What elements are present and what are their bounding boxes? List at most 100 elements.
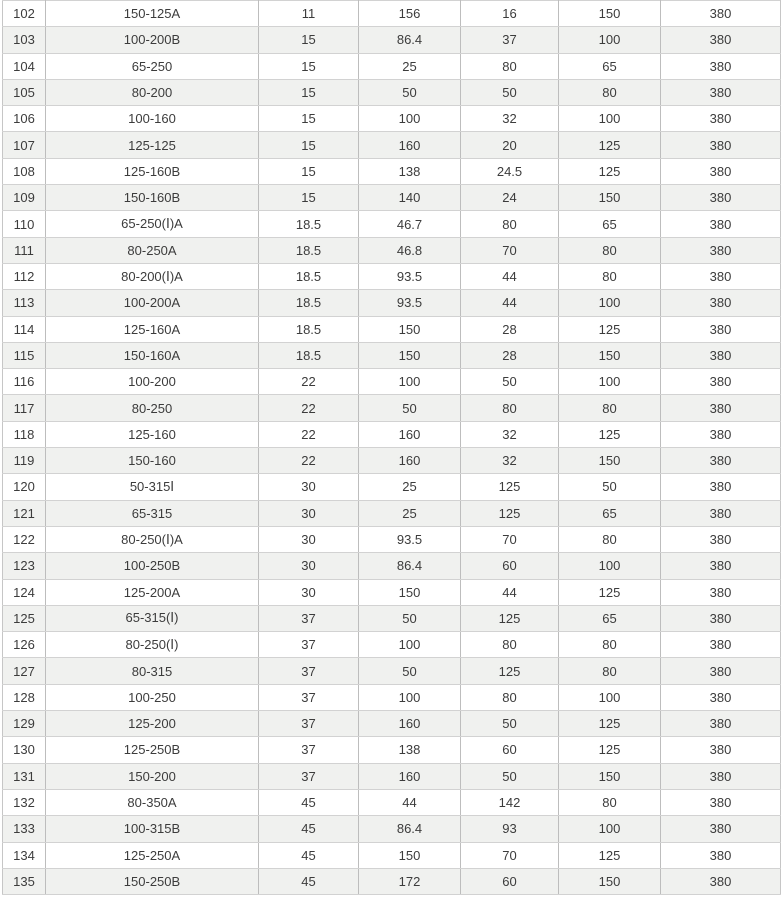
value-cell: 37 bbox=[258, 762, 359, 790]
value-cell: 380 bbox=[660, 841, 781, 869]
value-cell: 125 bbox=[558, 710, 661, 738]
row-number-cell: 112 bbox=[2, 262, 46, 291]
value-cell: 60 bbox=[460, 736, 559, 764]
value-cell: 140 bbox=[358, 184, 461, 212]
value-cell: 30 bbox=[258, 525, 359, 554]
row-number-cell: 133 bbox=[2, 815, 46, 843]
value-cell: 380 bbox=[660, 368, 781, 396]
model-cell: 65-250(Ⅰ)A bbox=[45, 210, 259, 238]
value-cell: 45 bbox=[258, 841, 359, 869]
value-cell: 150 bbox=[358, 578, 461, 606]
value-cell: 380 bbox=[660, 289, 781, 317]
model-cell: 100-315B bbox=[45, 815, 259, 843]
row-number-cell: 104 bbox=[2, 52, 46, 80]
value-cell: 37 bbox=[258, 657, 359, 685]
value-cell: 80 bbox=[460, 210, 559, 238]
value-cell: 150 bbox=[558, 341, 661, 370]
value-cell: 100 bbox=[558, 552, 661, 580]
value-cell: 160 bbox=[358, 447, 461, 475]
value-cell: 32 bbox=[460, 447, 559, 475]
table-row: 122 80-250(Ⅰ)A 30 93.5 70 80 380 bbox=[2, 525, 781, 554]
value-cell: 125 bbox=[460, 473, 559, 501]
value-cell: 100 bbox=[358, 631, 461, 659]
value-cell: 18.5 bbox=[258, 210, 359, 238]
model-cell: 125-250A bbox=[45, 841, 259, 869]
value-cell: 380 bbox=[660, 736, 781, 764]
model-cell: 65-315(Ⅰ) bbox=[45, 604, 259, 633]
value-cell: 125 bbox=[460, 657, 559, 685]
model-cell: 100-250B bbox=[45, 552, 259, 580]
value-cell: 380 bbox=[660, 394, 781, 422]
table-row: 110 65-250(Ⅰ)A 18.5 46.7 80 65 380 bbox=[2, 210, 781, 238]
value-cell: 172 bbox=[358, 867, 461, 896]
row-number-cell: 103 bbox=[2, 26, 46, 54]
value-cell: 100 bbox=[558, 368, 661, 396]
value-cell: 125 bbox=[558, 420, 661, 449]
value-cell: 380 bbox=[660, 341, 781, 370]
value-cell: 50 bbox=[460, 368, 559, 396]
value-cell: 44 bbox=[460, 289, 559, 317]
value-cell: 65 bbox=[558, 210, 661, 238]
value-cell: 50 bbox=[358, 657, 461, 685]
model-cell: 100-160 bbox=[45, 105, 259, 133]
value-cell: 28 bbox=[460, 341, 559, 370]
row-number-cell: 107 bbox=[2, 131, 46, 159]
row-number-cell: 123 bbox=[2, 552, 46, 580]
value-cell: 80 bbox=[460, 52, 559, 80]
value-cell: 150 bbox=[558, 762, 661, 790]
value-cell: 80 bbox=[558, 631, 661, 659]
model-cell: 80-250(Ⅰ)A bbox=[45, 525, 259, 554]
value-cell: 93.5 bbox=[358, 289, 461, 317]
value-cell: 60 bbox=[460, 552, 559, 580]
value-cell: 380 bbox=[660, 525, 781, 554]
model-cell: 100-200 bbox=[45, 368, 259, 396]
row-number-cell: 110 bbox=[2, 210, 46, 238]
row-number-cell: 121 bbox=[2, 499, 46, 527]
value-cell: 160 bbox=[358, 420, 461, 449]
value-cell: 86.4 bbox=[358, 552, 461, 580]
row-number-cell: 124 bbox=[2, 578, 46, 606]
value-cell: 380 bbox=[660, 78, 781, 107]
value-cell: 44 bbox=[460, 262, 559, 291]
value-cell: 44 bbox=[358, 788, 461, 817]
value-cell: 93.5 bbox=[358, 262, 461, 291]
table-row: 129 125-200 37 160 50 125 380 bbox=[2, 710, 781, 738]
value-cell: 80 bbox=[460, 394, 559, 422]
value-cell: 100 bbox=[558, 683, 661, 712]
row-number-cell: 118 bbox=[2, 420, 46, 449]
value-cell: 50 bbox=[460, 710, 559, 738]
value-cell: 70 bbox=[460, 236, 559, 264]
value-cell: 37 bbox=[460, 26, 559, 54]
value-cell: 150 bbox=[558, 867, 661, 896]
value-cell: 18.5 bbox=[258, 236, 359, 264]
model-cell: 100-200A bbox=[45, 289, 259, 317]
value-cell: 50 bbox=[358, 78, 461, 107]
model-cell: 125-200A bbox=[45, 578, 259, 606]
value-cell: 22 bbox=[258, 447, 359, 475]
value-cell: 138 bbox=[358, 736, 461, 764]
value-cell: 25 bbox=[358, 473, 461, 501]
value-cell: 138 bbox=[358, 157, 461, 186]
model-cell: 100-250 bbox=[45, 683, 259, 712]
value-cell: 37 bbox=[258, 683, 359, 712]
value-cell: 125 bbox=[558, 131, 661, 159]
table-row: 117 80-250 22 50 80 80 380 bbox=[2, 394, 781, 422]
value-cell: 160 bbox=[358, 762, 461, 790]
table-row: 105 80-200 15 50 50 80 380 bbox=[2, 78, 781, 107]
model-cell: 125-125 bbox=[45, 131, 259, 159]
value-cell: 380 bbox=[660, 657, 781, 685]
model-cell: 150-125A bbox=[45, 0, 259, 28]
value-cell: 380 bbox=[660, 815, 781, 843]
value-cell: 380 bbox=[660, 604, 781, 633]
table-row: 118 125-160 22 160 32 125 380 bbox=[2, 420, 781, 449]
table-row: 130 125-250B 37 138 60 125 380 bbox=[2, 736, 781, 764]
table-row: 124 125-200A 30 150 44 125 380 bbox=[2, 578, 781, 606]
value-cell: 80 bbox=[558, 262, 661, 291]
value-cell: 80 bbox=[460, 683, 559, 712]
value-cell: 380 bbox=[660, 473, 781, 501]
row-number-cell: 111 bbox=[2, 236, 46, 264]
value-cell: 18.5 bbox=[258, 262, 359, 291]
row-number-cell: 130 bbox=[2, 736, 46, 764]
